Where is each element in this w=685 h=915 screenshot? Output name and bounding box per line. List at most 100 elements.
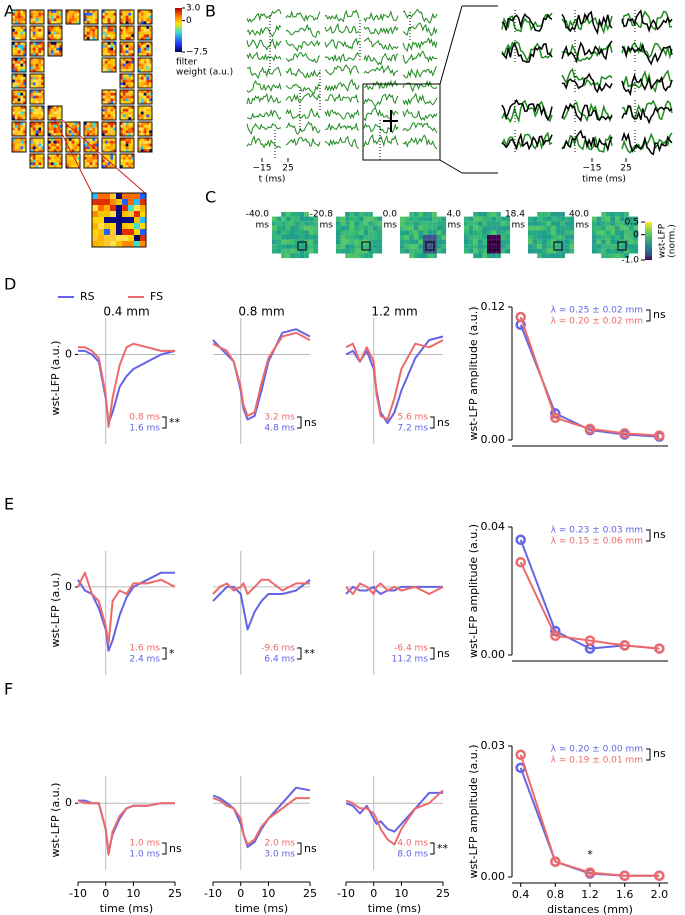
- filter-pixel: [56, 12, 60, 16]
- x-axis-label: time (ms): [100, 902, 153, 915]
- point: [654, 430, 665, 441]
- filter-pixel: [138, 50, 141, 54]
- filter-pixel: [38, 95, 42, 99]
- filter-pixel: [122, 143, 126, 147]
- filter-border: [137, 137, 153, 153]
- filter-pixel: [107, 58, 111, 61]
- series-line: [519, 539, 660, 650]
- filter-pixel: [35, 34, 39, 38]
- filter-border: [101, 105, 117, 121]
- filter-pixel: [128, 143, 132, 147]
- filter-pixel: [92, 130, 96, 134]
- map-pixel: [295, 244, 300, 249]
- axis-label: t (ms): [259, 175, 286, 185]
- map-pixel: [272, 248, 277, 254]
- filter-pixel: [120, 58, 123, 61]
- filter-pixel: [68, 124, 72, 128]
- filter-pixel: [56, 15, 60, 19]
- filter-pixel: [92, 37, 96, 41]
- trace: [363, 10, 399, 23]
- filter-pixel: [143, 44, 147, 48]
- trace: [621, 73, 673, 97]
- filter-pixel: [120, 98, 123, 102]
- filter-pixel: [17, 133, 21, 137]
- filter-border: [101, 41, 117, 57]
- map-pixel: [619, 225, 625, 231]
- filter-pixel: [41, 79, 45, 83]
- filter-pixel: [20, 133, 24, 137]
- filter-pixel: [120, 63, 123, 67]
- filter-pixel: [53, 31, 57, 35]
- filter-pixel: [56, 18, 60, 22]
- map-pixel: [441, 248, 447, 254]
- filter-pixel: [35, 66, 39, 70]
- map-pixel: [427, 212, 433, 217]
- filter-pixel: [89, 12, 93, 16]
- filter-pixel: [128, 114, 132, 118]
- filter-pixel: [131, 130, 135, 134]
- filter-pixel: [56, 114, 60, 118]
- filter-pixel: [12, 149, 15, 153]
- map-pixel: [528, 248, 533, 254]
- trace: [324, 64, 360, 76]
- filter-pixel: [120, 95, 123, 99]
- inset-pixel: [128, 199, 134, 205]
- filter-pixel: [41, 66, 45, 70]
- trace: [246, 24, 282, 38]
- filter-pixel: [138, 60, 141, 64]
- filter-pixel: [30, 10, 33, 13]
- map-pixel: [496, 225, 501, 231]
- filter-pixel: [68, 159, 72, 163]
- trace: [621, 131, 673, 156]
- fit-label: λ = 0.23 ± 0.03 mm: [551, 526, 643, 536]
- filter-border: [101, 153, 117, 169]
- map-pixel: [295, 212, 300, 217]
- filter-pixel: [30, 124, 33, 128]
- map-pixel: [555, 221, 561, 226]
- filter-pixel: [128, 21, 132, 25]
- filter-pixel: [59, 53, 63, 57]
- map-pixel: [564, 244, 570, 249]
- map-pixel: [491, 235, 497, 240]
- filter-border: [101, 9, 117, 25]
- filter-pixel: [89, 127, 93, 131]
- filter-pixel: [56, 149, 60, 153]
- map-pixel: [285, 248, 291, 254]
- map-pixel: [491, 230, 497, 236]
- filter-pixel: [149, 124, 153, 128]
- map-pixel: [313, 235, 319, 240]
- filter-pixel: [149, 101, 153, 105]
- series-line: [78, 342, 175, 428]
- map-pixel: [564, 239, 570, 245]
- filter-pixel: [140, 146, 144, 150]
- filter-pixel: [128, 76, 132, 80]
- filter-pixel: [122, 21, 126, 25]
- colorbar-label: weight (a.u.): [176, 68, 233, 78]
- filter-pixel: [86, 138, 90, 141]
- filter-pixel: [32, 66, 36, 70]
- filter-pixel: [74, 122, 78, 125]
- filter-pixel: [138, 92, 141, 96]
- filter-pixel: [86, 26, 90, 29]
- trace: [285, 39, 321, 52]
- point: [550, 856, 561, 867]
- filter-pixel: [104, 106, 108, 109]
- map-pixel: [601, 230, 606, 236]
- filter-pixel: [30, 90, 33, 93]
- filter-pixel: [59, 31, 63, 35]
- filter-border: [119, 105, 135, 121]
- filter-pixel: [30, 18, 33, 22]
- filter-pixel: [146, 21, 150, 25]
- zoom-line: [439, 159, 463, 174]
- filter-pixel: [122, 159, 126, 163]
- map-pixel: [500, 244, 506, 249]
- map-pixel: [560, 239, 565, 245]
- filter-pixel: [56, 21, 60, 25]
- map-pixel: [615, 244, 620, 249]
- x-tick-label: 25: [436, 887, 450, 900]
- filter-pixel: [66, 127, 69, 131]
- map-pixel: [546, 235, 552, 240]
- filter-pixel: [122, 63, 126, 67]
- map-pixel: [427, 221, 433, 226]
- filter-border: [101, 121, 117, 137]
